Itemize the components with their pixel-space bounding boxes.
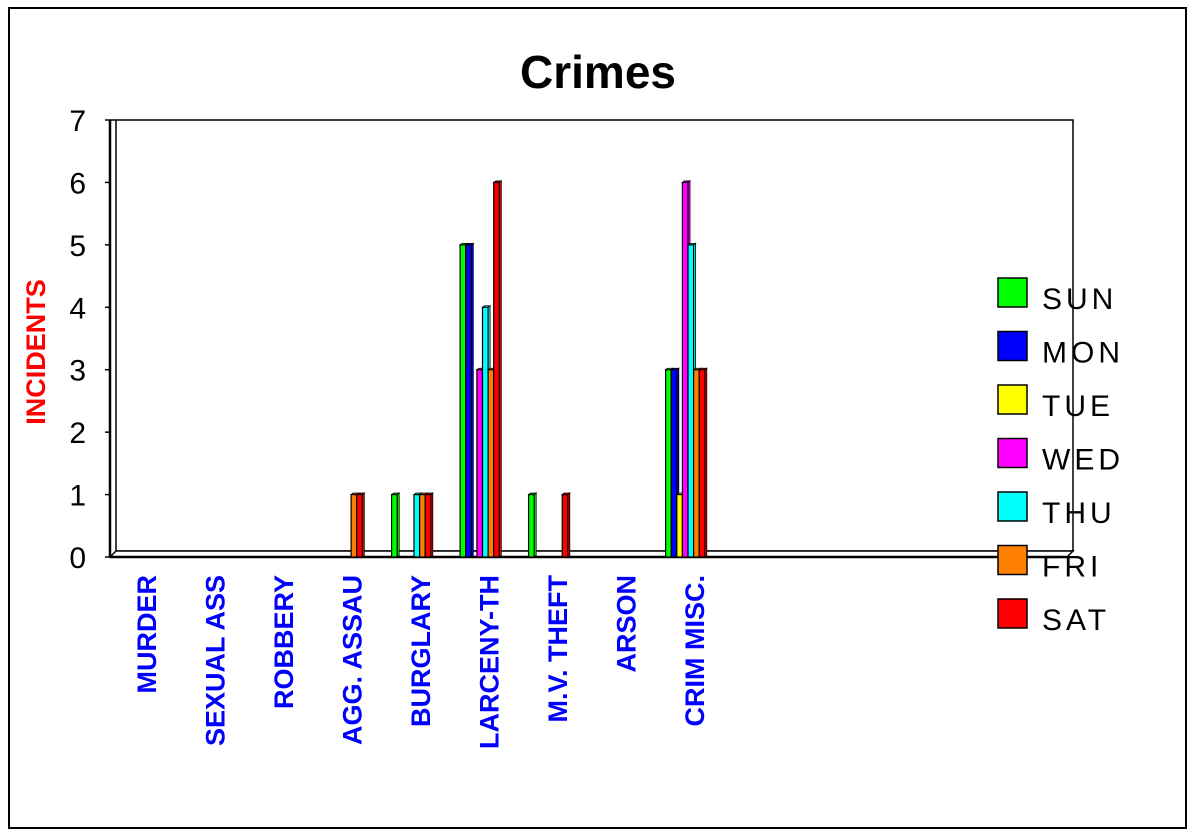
category-label: ARSON <box>612 575 642 673</box>
bar-front <box>465 244 472 558</box>
bar-front <box>481 306 489 558</box>
y-tick-label: 4 <box>69 292 86 325</box>
category-label: BURGLARY <box>406 575 436 727</box>
legend-swatch <box>997 598 1028 629</box>
bar <box>424 492 434 558</box>
bar-front <box>476 369 484 558</box>
legend-swatch <box>997 384 1028 415</box>
legend-swatch <box>997 491 1028 522</box>
bar-front <box>670 369 678 558</box>
category-label: M.V. THEFT <box>543 574 573 722</box>
bar-front <box>692 369 700 558</box>
legend-item: FRI <box>997 544 1102 584</box>
plot-back-wall <box>110 119 1074 552</box>
bar <box>698 367 708 558</box>
bar-front <box>561 493 569 558</box>
bar <box>492 180 503 558</box>
legend-item: THU <box>997 491 1116 530</box>
bar <box>561 492 571 558</box>
y-tick-label: 1 <box>69 480 86 513</box>
y-tick-label: 6 <box>69 167 86 200</box>
bar-front <box>527 493 535 558</box>
bar <box>355 492 366 558</box>
category-label: SEXUAL ASS <box>201 575 231 746</box>
y-tick-label: 3 <box>69 355 86 388</box>
bar-front <box>687 244 695 558</box>
legend-swatch <box>997 544 1028 576</box>
y-tick-label: 5 <box>69 230 86 263</box>
category-label: CRIM MISC. <box>680 575 710 727</box>
y-axis-label: INCIDENTS <box>21 279 51 425</box>
y-tick-label: 7 <box>69 105 86 138</box>
category-label: MURDER <box>132 575 162 694</box>
bar <box>527 492 538 558</box>
bar-front <box>698 369 706 558</box>
chart-frame <box>8 7 1187 829</box>
legend-label: WED <box>1042 444 1124 477</box>
y-tick-label: 2 <box>69 417 86 450</box>
chart-title: Crimes <box>520 46 676 98</box>
bar-front <box>676 493 683 558</box>
legend-label: THU <box>1042 497 1116 530</box>
legend-item: TUE <box>997 384 1114 423</box>
legend-label: MON <box>1042 337 1124 370</box>
y-tick-label: 0 <box>69 542 86 575</box>
legend-swatch <box>997 437 1028 469</box>
bar <box>390 492 401 558</box>
category-label: AGG. ASSAU <box>338 575 368 745</box>
bar-front <box>493 181 500 558</box>
legend-item: MON <box>997 330 1124 370</box>
bar-front <box>419 493 426 558</box>
legend-item: SAT <box>997 598 1110 637</box>
bar-front <box>681 181 689 558</box>
category-label: LARCENY-TH <box>475 575 505 749</box>
legend-swatch <box>997 277 1028 308</box>
bar-front <box>413 493 421 558</box>
bar-front <box>391 493 398 558</box>
legend-label: FRI <box>1042 551 1102 584</box>
category-label: ROBBERY <box>269 575 299 709</box>
bar-front <box>664 369 672 558</box>
plot-area: 0 1 2 3 4 5 6 7 MURDER SEXUAL ASS ROBBERY AGG. ASSA… <box>69 105 1075 749</box>
legend-item: SUN <box>997 277 1117 316</box>
bar-front <box>459 244 467 558</box>
bar-front <box>356 493 363 558</box>
legend-label: SUN <box>1042 283 1117 316</box>
bar-front <box>487 369 495 558</box>
legend-label: TUE <box>1042 390 1114 423</box>
legend-item: WED <box>997 437 1124 477</box>
legend-swatch <box>997 330 1028 362</box>
bar-front <box>424 493 432 558</box>
bar-front <box>350 493 358 558</box>
legend-label: SAT <box>1042 604 1110 637</box>
bar <box>464 242 475 558</box>
legend: SUN MON TUE WED THU FRI SAT <box>997 277 1124 637</box>
